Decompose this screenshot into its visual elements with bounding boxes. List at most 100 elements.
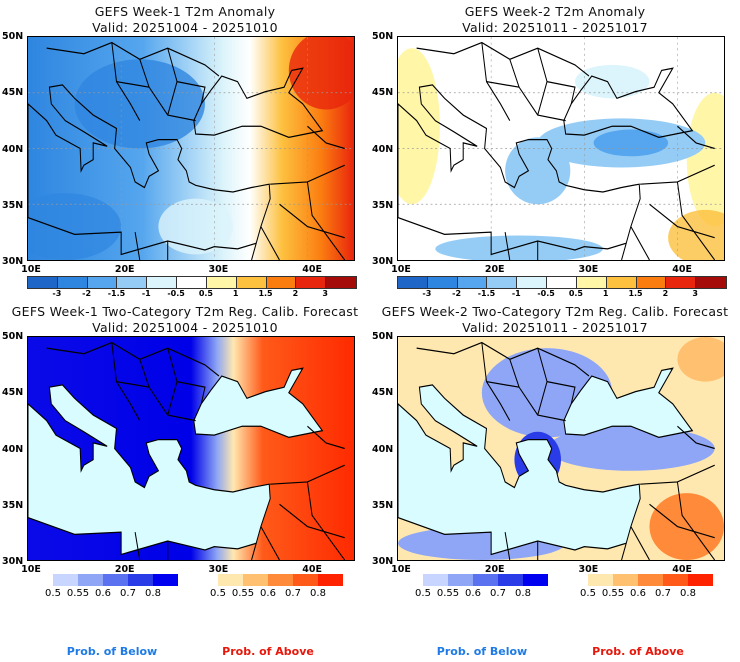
lon-label: 40E — [672, 564, 692, 575]
lon-label: 10E — [21, 564, 41, 575]
prob-below-colorbar — [53, 574, 178, 586]
anomaly-colorbar — [397, 276, 727, 289]
lon-label: 20E — [484, 264, 505, 275]
colorbar-swatch — [153, 574, 178, 586]
colorbar-tick-label: 1 — [232, 289, 239, 298]
colorbar-swatch — [517, 277, 548, 288]
colorbar-swatch — [636, 277, 667, 288]
colorbar-tick-label: -1.5 — [477, 289, 496, 298]
map-week1-anomaly — [27, 36, 355, 261]
colorbar-tick-label: 1 — [602, 289, 609, 298]
colorbar-swatch — [487, 277, 518, 288]
colorbar-swatch — [547, 277, 577, 288]
colorbar-tick-label: 0.55 — [231, 588, 255, 599]
colorbar-swatch — [293, 574, 318, 586]
prob-above-colorbar — [218, 574, 343, 586]
colorbar-swatch — [177, 277, 207, 288]
colorbar-tick-label: 0.7 — [655, 588, 671, 599]
colorbar-tick-label: 0.8 — [680, 588, 696, 599]
colorbar-swatch — [688, 574, 713, 586]
colorbar-swatch — [498, 574, 523, 586]
colorbar-swatch — [53, 574, 78, 586]
colorbar-tick-label: 2 — [662, 289, 669, 298]
lon-label: 20E — [114, 564, 135, 575]
colorbar-swatch — [147, 277, 178, 288]
lat-label: 50N — [2, 331, 24, 342]
lat-label: 35N — [372, 499, 394, 511]
colorbar-swatch — [398, 277, 428, 288]
panel-week2-anomaly: GEFS Week-2 T2m Anomaly Valid: 20251011 … — [370, 0, 740, 300]
colorbar-swatch — [473, 574, 498, 586]
legend-prob-below: Prob. of Below — [66, 645, 158, 658]
colorbar-tick-label: -1.5 — [107, 289, 126, 298]
colorbar-tick-label: 0.8 — [310, 588, 326, 599]
colorbar-tick-label: 0.8 — [515, 588, 531, 599]
lat-label: 45N — [2, 87, 24, 99]
colorbar-swatch — [318, 574, 343, 586]
lon-label: 10E — [391, 264, 411, 275]
lat-label: 50N — [2, 31, 24, 42]
colorbar-tick-label: 0.55 — [66, 588, 90, 599]
lat-label: 50N — [372, 331, 394, 342]
panel-title: GEFS Week-2 T2m Anomaly — [464, 4, 646, 19]
prob-above-colorbar — [588, 574, 713, 586]
colorbar-swatch — [87, 277, 118, 288]
colorbar-swatch — [326, 277, 356, 288]
colorbar-swatch — [78, 574, 103, 586]
lat-label: 50N — [372, 31, 394, 42]
colorbar-tick-label: -1 — [141, 289, 151, 298]
lat-label: 45N — [2, 387, 24, 399]
colorbar-swatch — [218, 574, 243, 586]
colorbar-swatch — [588, 574, 613, 586]
panel-valid-dates: Valid: 20251004 - 20251010 — [92, 20, 278, 35]
panel-title: GEFS Week-2 Two-Category T2m Reg. Calib.… — [381, 304, 729, 319]
colorbar-tick-label: 0.5 — [415, 588, 431, 599]
panel-valid-dates: Valid: 20251011 - 20251017 — [462, 20, 648, 35]
colorbar-swatch — [57, 277, 88, 288]
colorbar-swatch — [666, 277, 697, 288]
colorbar-swatch — [427, 277, 458, 288]
lat-label: 30N — [372, 256, 394, 267]
colorbar-tick-label: 0.7 — [285, 588, 301, 599]
colorbar-tick-label: 0.6 — [465, 588, 481, 599]
colorbar-swatch — [103, 574, 128, 586]
colorbar-tick-label: -3 — [52, 289, 62, 298]
lon-label: 10E — [21, 264, 41, 275]
colorbar-swatch — [663, 574, 688, 586]
lon-label: 30E — [208, 264, 229, 275]
map-week2-probability — [397, 336, 725, 561]
colorbar-swatch — [606, 277, 637, 288]
map-week2-anomaly — [397, 36, 725, 261]
colorbar-tick-label: -2 — [82, 289, 92, 298]
lat-label: 40N — [2, 443, 24, 455]
legend-prob-above: Prob. of Above — [222, 645, 314, 658]
colorbar-swatch — [613, 574, 638, 586]
colorbar-tick-label: 0.5 — [568, 289, 583, 298]
legend-prob-above: Prob. of Above — [592, 645, 684, 658]
lon-label: 20E — [484, 564, 505, 575]
colorbar-swatch — [236, 277, 267, 288]
panel-week1-anomaly: GEFS Week-1 T2m Anomaly Valid: 20251004 … — [0, 0, 370, 300]
colorbar-swatch — [423, 574, 448, 586]
lon-label: 30E — [578, 564, 599, 575]
lat-label: 45N — [372, 387, 394, 399]
colorbar-tick-label: 0.5 — [580, 588, 596, 599]
colorbar-tick-label: 0.5 — [45, 588, 61, 599]
lat-label: 40N — [372, 143, 394, 155]
colorbar-swatch — [576, 277, 607, 288]
colorbar-swatch — [268, 574, 293, 586]
colorbar-tick-label: 1.5 — [258, 289, 273, 298]
lat-label: 35N — [2, 199, 24, 211]
panel-valid-dates: Valid: 20251011 - 20251017 — [462, 320, 648, 335]
colorbar-tick-label: 0.55 — [436, 588, 460, 599]
colorbar-tick-label: 0.6 — [260, 588, 276, 599]
colorbar-swatch — [117, 277, 148, 288]
prob-below-colorbar — [423, 574, 548, 586]
colorbar-tick-label: 0.6 — [95, 588, 111, 599]
map-week1-probability — [27, 336, 355, 561]
colorbar-tick-label: 0.5 — [210, 588, 226, 599]
lon-label: 40E — [302, 264, 322, 275]
colorbar-tick-label: 0.5 — [198, 289, 213, 298]
colorbar-swatch — [296, 277, 327, 288]
anomaly-colorbar — [27, 276, 357, 289]
